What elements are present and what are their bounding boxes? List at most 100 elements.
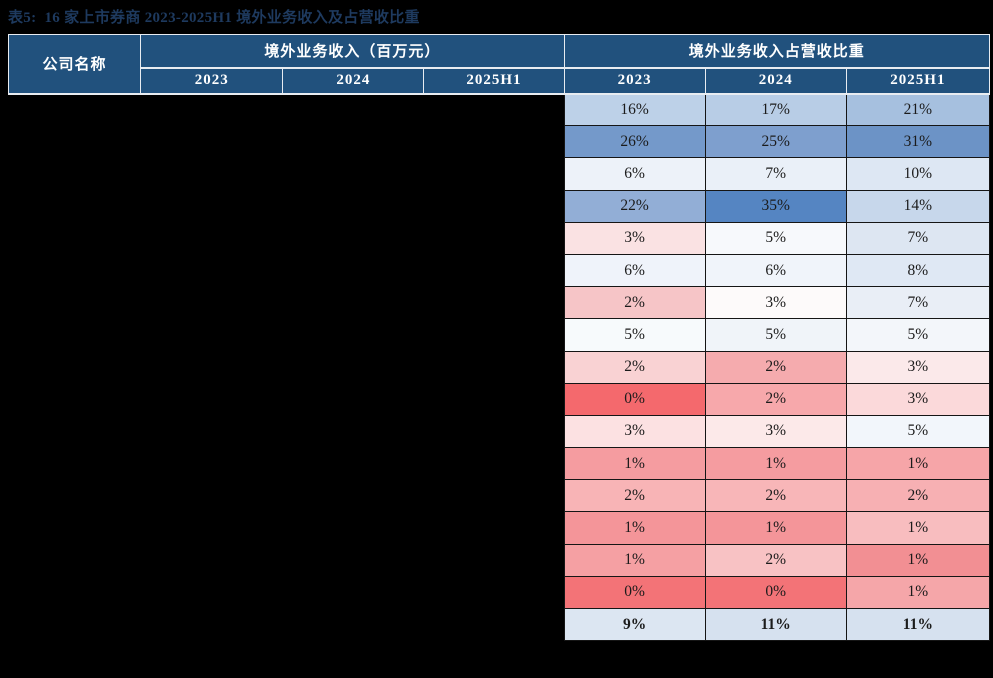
header-share-group: 境外业务收入占营收比重: [563, 34, 991, 69]
share-value-cell: 35%: [704, 189, 847, 223]
redacted-revenue-cell: [282, 447, 424, 480]
redacted-company-cell: [8, 254, 141, 287]
share-value-cell: 1%: [704, 511, 847, 545]
redacted-revenue-cell: [423, 383, 565, 416]
redacted-revenue-cell: [140, 190, 283, 223]
share-value-cell: 2%: [704, 382, 847, 416]
redacted-revenue-cell: [282, 254, 424, 287]
redacted-company-cell: [8, 286, 141, 319]
redacted-revenue-cell: [282, 511, 424, 545]
redacted-revenue-cell: [423, 318, 565, 351]
share-value-cell: 22%: [563, 189, 706, 223]
share-value-cell: 7%: [845, 221, 991, 255]
share-value-cell: 0%: [704, 575, 847, 610]
table-row: 2% 2% 3%: [8, 350, 991, 384]
redacted-company-cell: [8, 125, 141, 158]
table-row: 0% 2% 3%: [8, 382, 991, 416]
share-value-cell: 1%: [845, 543, 991, 577]
share-value-cell: 3%: [563, 414, 706, 449]
share-value-cell: 1%: [563, 543, 706, 577]
redacted-revenue-cell: [282, 479, 424, 512]
share-value-cell: 1%: [563, 511, 706, 545]
redacted-revenue-cell: [423, 544, 565, 577]
share-value-cell: 5%: [704, 221, 847, 255]
redacted-revenue-cell: [140, 254, 283, 287]
share-value-cell: 21%: [845, 92, 991, 127]
share-value-cell: 11%: [845, 607, 991, 642]
redacted-company-cell: [8, 576, 141, 609]
header-company: 公司名称: [7, 34, 142, 95]
redacted-revenue-cell: [282, 608, 424, 641]
redacted-revenue-cell: [140, 511, 283, 545]
share-value-cell: 1%: [845, 511, 991, 545]
redacted-company-cell: [8, 383, 141, 416]
redacted-company-cell: [8, 351, 141, 384]
share-value-cell: 0%: [563, 575, 706, 610]
redacted-company-cell: [8, 447, 141, 480]
share-value-cell: 5%: [563, 318, 706, 352]
redacted-revenue-cell: [423, 254, 565, 287]
table-row: 6% 7% 10%: [8, 157, 991, 191]
share-value-cell: 5%: [704, 318, 847, 352]
redacted-company-cell: [8, 608, 141, 641]
share-value-cell: 1%: [563, 447, 706, 481]
share-value-cell: 9%: [563, 607, 706, 642]
share-value-cell: 2%: [563, 350, 706, 384]
redacted-revenue-cell: [282, 544, 424, 577]
redacted-revenue-cell: [282, 576, 424, 609]
header-revenue-year-2025h1: 2025H1: [423, 67, 565, 95]
share-value-cell: 25%: [704, 125, 847, 159]
share-value-cell: 3%: [563, 221, 706, 255]
share-value-cell: 3%: [845, 350, 991, 384]
table-row: 3% 3% 5%: [8, 414, 991, 449]
share-value-cell: 6%: [704, 253, 847, 288]
table-row: 3% 5% 7%: [8, 221, 991, 255]
share-value-cell: 2%: [563, 286, 706, 320]
table-row: 6% 6% 8%: [8, 253, 991, 288]
share-value-cell: 5%: [845, 414, 991, 449]
redacted-revenue-cell: [282, 125, 424, 158]
redacted-company-cell: [8, 318, 141, 351]
redacted-revenue-cell: [282, 157, 424, 191]
redacted-company-cell: [8, 479, 141, 512]
redacted-company-cell: [8, 222, 141, 255]
redacted-revenue-cell: [140, 608, 283, 641]
share-value-cell: 2%: [704, 479, 847, 513]
share-value-cell: 16%: [563, 92, 706, 127]
redacted-revenue-cell: [423, 351, 565, 384]
table-row: 1% 1% 1%: [8, 447, 991, 481]
table-row: 1% 2% 1%: [8, 543, 991, 577]
redacted-company-cell: [8, 157, 141, 191]
share-value-cell: 6%: [563, 157, 706, 191]
share-value-cell: 2%: [845, 479, 991, 513]
redacted-revenue-cell: [140, 318, 283, 351]
redacted-revenue-cell: [423, 125, 565, 158]
redacted-company-cell: [8, 93, 141, 126]
redacted-revenue-cell: [140, 93, 283, 126]
share-value-cell: 1%: [845, 447, 991, 481]
header-revenue-year-2023: 2023: [140, 67, 284, 95]
share-value-cell: 11%: [704, 607, 847, 642]
redacted-revenue-cell: [140, 157, 283, 191]
redacted-revenue-cell: [282, 190, 424, 223]
overseas-revenue-table: 公司名称 境外业务收入（百万元） 境外业务收入占营收比重 2023 2024 2…: [7, 34, 991, 642]
redacted-revenue-cell: [282, 415, 424, 448]
header-revenue-group: 境外业务收入（百万元）: [140, 34, 565, 69]
table-title: 表5: 16 家上市券商 2023-2025H1 境外业务收入及占营收比重: [8, 10, 420, 26]
redacted-company-cell: [8, 415, 141, 448]
header-share-year-2023: 2023: [563, 67, 706, 95]
redacted-revenue-cell: [423, 415, 565, 448]
redacted-revenue-cell: [423, 222, 565, 255]
redacted-revenue-cell: [140, 479, 283, 512]
share-value-cell: 1%: [704, 447, 847, 481]
table-row: 2% 3% 7%: [8, 286, 991, 320]
share-value-cell: 3%: [704, 414, 847, 449]
table-row: 16% 17% 21%: [8, 92, 991, 127]
share-value-cell: 2%: [704, 543, 847, 577]
redacted-revenue-cell: [140, 286, 283, 319]
header-share-year-2024: 2024: [704, 67, 847, 95]
redacted-revenue-cell: [423, 157, 565, 191]
redacted-revenue-cell: [423, 190, 565, 223]
redacted-revenue-cell: [282, 318, 424, 351]
share-value-cell: 31%: [845, 125, 991, 159]
